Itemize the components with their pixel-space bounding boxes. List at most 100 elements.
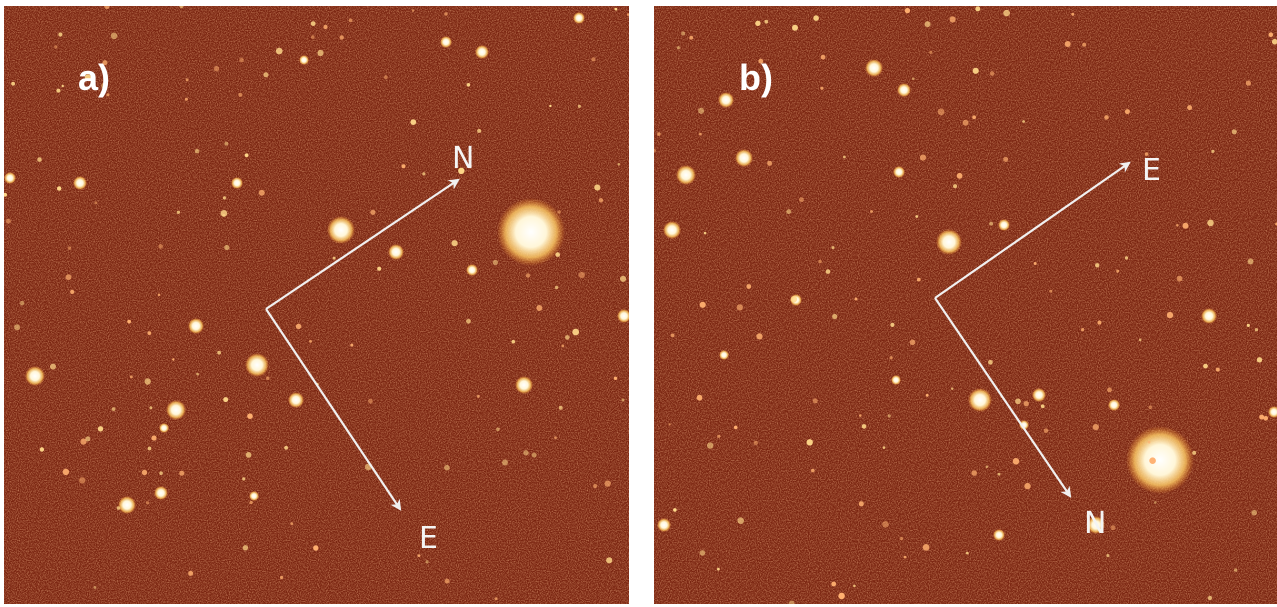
compass: E N bbox=[934, 153, 1161, 541]
faint-star bbox=[525, 273, 531, 278]
faint-star bbox=[141, 469, 148, 476]
faint-star bbox=[929, 50, 933, 55]
faint-star bbox=[975, 6, 981, 12]
faint-star bbox=[924, 21, 931, 28]
faint-star bbox=[1215, 367, 1220, 372]
faint-star bbox=[311, 35, 315, 39]
faint-star bbox=[339, 35, 344, 40]
star bbox=[891, 375, 901, 385]
faint-star bbox=[882, 521, 889, 528]
star bbox=[1032, 388, 1046, 402]
faint-star bbox=[466, 83, 471, 87]
faint-star bbox=[792, 24, 798, 31]
faint-star bbox=[263, 72, 269, 78]
faint-star bbox=[37, 157, 42, 162]
faint-star bbox=[1012, 458, 1020, 465]
panel-label: a) bbox=[78, 57, 111, 98]
faint-star bbox=[972, 67, 979, 74]
faint-star bbox=[717, 434, 721, 438]
faint-star bbox=[788, 600, 795, 604]
faint-star bbox=[79, 477, 86, 484]
faint-star bbox=[348, 18, 353, 23]
star bbox=[440, 36, 452, 48]
faint-star bbox=[859, 414, 862, 417]
faint-star bbox=[188, 570, 194, 576]
faint-star bbox=[1211, 149, 1215, 153]
compass-label-first: N bbox=[452, 141, 474, 176]
compass-arrow-first bbox=[265, 178, 460, 310]
faint-star bbox=[820, 54, 826, 60]
star bbox=[166, 400, 186, 420]
faint-star bbox=[309, 339, 312, 343]
faint-star bbox=[70, 289, 75, 294]
faint-star bbox=[1203, 363, 1208, 369]
faint-star bbox=[937, 108, 945, 116]
faint-star bbox=[422, 172, 426, 176]
faint-star bbox=[699, 550, 706, 556]
compass-arrow-first bbox=[934, 161, 1131, 299]
faint-star bbox=[698, 107, 705, 114]
star bbox=[327, 216, 355, 244]
faint-star bbox=[614, 7, 618, 11]
faint-star bbox=[476, 394, 480, 398]
faint-star bbox=[275, 47, 283, 55]
faint-star bbox=[594, 184, 601, 191]
faint-star bbox=[922, 544, 930, 551]
faint-star bbox=[699, 301, 706, 308]
star bbox=[73, 176, 87, 190]
faint-star bbox=[56, 88, 61, 93]
faint-star bbox=[1147, 440, 1151, 444]
faint-star bbox=[755, 20, 761, 26]
faint-star bbox=[1064, 41, 1071, 47]
faint-star bbox=[549, 104, 552, 108]
faint-star bbox=[799, 197, 804, 203]
compass-label-first: E bbox=[1142, 153, 1161, 188]
faint-star bbox=[554, 436, 557, 440]
faint-star bbox=[890, 322, 895, 327]
faint-star bbox=[578, 271, 585, 279]
faint-star bbox=[820, 86, 824, 90]
star bbox=[897, 83, 911, 97]
faint-star bbox=[242, 545, 249, 551]
faint-star bbox=[593, 483, 598, 489]
faint-star bbox=[184, 97, 188, 101]
faint-star bbox=[157, 293, 161, 297]
faint-star bbox=[110, 32, 118, 40]
faint-star bbox=[502, 459, 508, 466]
star bbox=[475, 45, 489, 59]
faint-star bbox=[238, 92, 243, 97]
faint-star bbox=[972, 115, 976, 120]
faint-star bbox=[313, 545, 319, 551]
faint-star bbox=[621, 398, 625, 402]
faint-star bbox=[831, 581, 837, 587]
faint-star bbox=[681, 31, 686, 36]
faint-star bbox=[565, 335, 570, 340]
star-field-image-a: N E bbox=[4, 6, 629, 604]
faint-star bbox=[949, 16, 956, 23]
faint-star bbox=[1263, 416, 1269, 421]
faint-star bbox=[707, 442, 714, 449]
faint-star bbox=[1187, 105, 1193, 111]
faint-star bbox=[838, 592, 845, 600]
faint-star bbox=[323, 24, 328, 30]
faint-star bbox=[350, 343, 354, 347]
faint-star bbox=[676, 46, 681, 50]
faint-star bbox=[242, 477, 246, 481]
star bbox=[1108, 399, 1120, 411]
faint-star bbox=[247, 413, 253, 420]
faint-star bbox=[444, 464, 450, 471]
star bbox=[154, 486, 168, 500]
faint-star bbox=[295, 323, 302, 329]
star bbox=[497, 198, 565, 266]
faint-star bbox=[962, 119, 969, 126]
faint-star bbox=[673, 508, 677, 512]
faint-star bbox=[196, 372, 199, 376]
faint-star bbox=[813, 15, 819, 21]
faint-star bbox=[882, 446, 886, 449]
star bbox=[245, 353, 269, 377]
faint-star bbox=[332, 256, 336, 260]
faint-star bbox=[1082, 42, 1087, 47]
faint-star bbox=[1092, 424, 1099, 431]
star bbox=[663, 221, 681, 239]
faint-star bbox=[1247, 258, 1254, 265]
